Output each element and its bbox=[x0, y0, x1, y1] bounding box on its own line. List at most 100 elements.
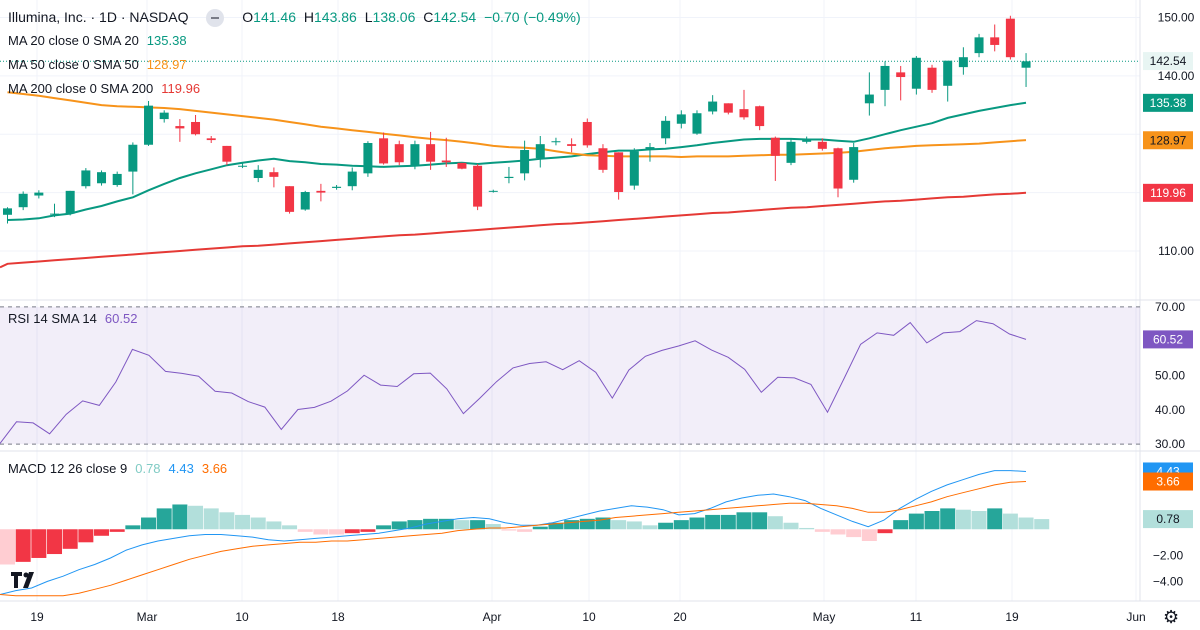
ma200-price-label: 119.96 bbox=[1150, 186, 1186, 200]
macd-histogram-bar bbox=[266, 521, 282, 530]
candle-body bbox=[81, 170, 91, 187]
symbol-title[interactable]: Illumina, Inc. · 1D · NASDAQ bbox=[8, 9, 189, 25]
time-tick-label: 10 bbox=[582, 610, 596, 624]
ma50-legend[interactable]: MA 50 close 0 SMA 50 128.97 bbox=[8, 57, 187, 72]
time-tick-label: 19 bbox=[30, 610, 44, 624]
ma20-line bbox=[7, 101, 1027, 221]
candle-body bbox=[551, 141, 561, 143]
macd-histogram-bar bbox=[235, 514, 251, 530]
candle-body bbox=[97, 172, 107, 184]
macd-histogram-bar bbox=[501, 529, 517, 531]
candle-body bbox=[332, 186, 342, 188]
candle-body bbox=[65, 190, 75, 214]
open-value: O141.46 bbox=[242, 9, 296, 25]
time-tick-label: Jun bbox=[1126, 610, 1145, 624]
ma200-line bbox=[0, 191, 1027, 269]
candle-body bbox=[629, 151, 639, 186]
candle-body bbox=[144, 105, 154, 145]
macd-histogram-bar bbox=[1002, 513, 1018, 530]
candle-body bbox=[128, 144, 138, 172]
macd-histogram-bar bbox=[532, 526, 548, 530]
candle-body bbox=[191, 121, 201, 135]
candle-body bbox=[441, 160, 451, 163]
rsi-line bbox=[0, 320, 1027, 444]
candle-body bbox=[473, 165, 483, 207]
macd-histogram-bar bbox=[642, 525, 658, 530]
rsi-last-label-bg bbox=[1143, 330, 1193, 349]
ma50-label: MA 50 close 0 SMA 50 bbox=[8, 57, 139, 72]
macd-histogram-bar bbox=[940, 508, 956, 530]
candle-body bbox=[379, 138, 389, 164]
signal-last-label: 3.66 bbox=[1156, 475, 1180, 489]
candle-body bbox=[582, 121, 592, 146]
macd-histogram-bar bbox=[360, 529, 376, 532]
ma20-legend[interactable]: MA 20 close 0 SMA 20 135.38 bbox=[8, 33, 187, 48]
candle-body bbox=[739, 109, 749, 118]
candle-body bbox=[206, 138, 216, 141]
time-tick-label: May bbox=[813, 610, 836, 624]
ma50-price-label: 128.97 bbox=[1150, 133, 1187, 147]
macd-histogram-bar bbox=[423, 518, 439, 530]
tradingview-logo-icon[interactable] bbox=[10, 568, 40, 590]
ma200-value: 119.96 bbox=[161, 81, 201, 96]
candle-body bbox=[661, 120, 671, 139]
macd-histogram-bar bbox=[767, 516, 783, 530]
candle-body bbox=[3, 208, 12, 215]
candle-body bbox=[802, 138, 812, 142]
eye-toggle-icon[interactable] bbox=[206, 9, 225, 28]
candle-body bbox=[175, 126, 185, 129]
macd-signal-value: 3.66 bbox=[201, 461, 228, 476]
macd-histogram-bar bbox=[47, 529, 63, 555]
candle-body bbox=[676, 114, 686, 124]
macd-histogram-bar bbox=[626, 521, 642, 530]
macd-histogram-bar bbox=[313, 529, 329, 535]
macd-histogram-bar bbox=[752, 512, 768, 530]
macd-histogram-bar bbox=[877, 529, 893, 534]
macd-histogram-bar bbox=[297, 529, 313, 532]
macd-histogram-bar bbox=[517, 529, 533, 532]
macd-histogram-bar bbox=[673, 520, 689, 530]
macd-histogram-bar bbox=[564, 520, 580, 530]
histogram-last-label-bg bbox=[1143, 510, 1193, 529]
time-tick-label: 11 bbox=[910, 610, 923, 624]
macd-histogram-bar bbox=[658, 522, 674, 530]
candle-body bbox=[943, 60, 953, 86]
candle-body bbox=[457, 162, 467, 169]
low-value: L138.06 bbox=[364, 9, 416, 25]
candle-body bbox=[723, 103, 733, 113]
candle-body bbox=[786, 141, 796, 163]
macd-histogram-bar bbox=[799, 527, 815, 530]
rsi-tick-label: 30.00 bbox=[1155, 437, 1185, 451]
time-tick-label: Mar bbox=[137, 610, 158, 624]
candle-body bbox=[316, 190, 326, 193]
macd-tick-label: −4.00 bbox=[1153, 574, 1184, 588]
time-tick-label: 20 bbox=[673, 610, 687, 624]
ma20-price-label: 135.38 bbox=[1150, 96, 1187, 110]
ma20-value: 135.38 bbox=[146, 33, 187, 48]
candle-body bbox=[285, 186, 295, 212]
candle-body bbox=[253, 169, 263, 179]
last-price-label-bg bbox=[1143, 52, 1193, 71]
macd-histogram-bar bbox=[376, 525, 392, 530]
macd-histogram-bar bbox=[893, 520, 909, 530]
candle-body bbox=[567, 144, 577, 146]
candle-body bbox=[911, 57, 921, 89]
candle-body bbox=[896, 72, 906, 78]
gear-icon[interactable]: ⚙ bbox=[1163, 607, 1180, 627]
macd-histogram-bar bbox=[282, 525, 298, 530]
candle-body bbox=[269, 172, 279, 177]
rsi-band bbox=[0, 306, 1140, 445]
macd-histogram-bar bbox=[407, 520, 423, 530]
macd-histogram-bar bbox=[689, 517, 705, 530]
macd-histogram-bar bbox=[219, 512, 235, 530]
macd-legend[interactable]: MACD 12 26 close 9 0.78 4.43 3.66 bbox=[8, 461, 227, 476]
candle-body bbox=[159, 112, 169, 120]
candle-body bbox=[488, 190, 498, 192]
macd-histogram-bar bbox=[125, 525, 141, 530]
symbol-legend: Illumina, Inc. · 1D · NASDAQ O141.46 H14… bbox=[8, 9, 581, 28]
rsi-legend[interactable]: RSI 14 SMA 14 60.52 bbox=[8, 311, 137, 326]
ma200-legend[interactable]: MA 200 close 0 SMA 200 119.96 bbox=[8, 81, 200, 96]
macd-histogram-bar bbox=[156, 508, 172, 530]
histogram-last-label: 0.78 bbox=[1156, 512, 1180, 526]
